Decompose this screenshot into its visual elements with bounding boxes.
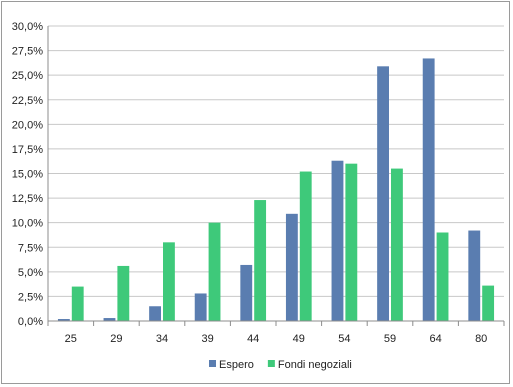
y-axis-labels: 0,0% 2,5% 5,0% 7,5% 10,0% 12,5% 15,0% 17,5% 20,0… xyxy=(12,21,43,328)
bar-espero xyxy=(103,318,116,321)
legend: Espero Fondi negoziali xyxy=(209,359,352,371)
gridlines xyxy=(48,25,504,297)
bar-espero xyxy=(57,319,70,321)
legend-swatch xyxy=(267,360,275,367)
legend-swatch xyxy=(209,360,216,367)
bar-espero xyxy=(331,160,344,321)
y-tick-label: 15,0% xyxy=(12,169,43,181)
bar-fondi-negoziali xyxy=(299,171,312,321)
y-tick-label: 5,0% xyxy=(18,267,43,279)
bar-fondi-negoziali xyxy=(391,168,403,321)
y-tick-label: 12,5% xyxy=(12,193,43,205)
bar-fondi-negoziali xyxy=(436,232,449,321)
x-tick-label: 80 xyxy=(475,333,487,345)
bar-espero xyxy=(422,58,435,321)
x-tick-label: 34 xyxy=(156,333,168,345)
bar-fondi-negoziali xyxy=(482,285,495,321)
x-tick-label: 64 xyxy=(429,333,441,345)
x-tick-label: 29 xyxy=(110,333,122,345)
bar-espero xyxy=(285,213,298,321)
y-tick-label: 2,5% xyxy=(18,291,43,303)
x-tick-label: 54 xyxy=(338,333,350,345)
bar-espero xyxy=(194,293,207,321)
y-tick-label: 17,5% xyxy=(12,144,43,156)
x-tick-label: 39 xyxy=(201,333,213,345)
legend-label: Espero xyxy=(219,359,254,371)
bar-fondi-negoziali xyxy=(163,242,175,321)
axes xyxy=(47,26,505,326)
x-tick-label: 59 xyxy=(384,333,396,345)
bar-espero xyxy=(468,230,481,321)
y-tick-label: 20,0% xyxy=(12,119,43,131)
y-tick-label: 10,0% xyxy=(12,218,43,230)
x-tick-label: 44 xyxy=(247,333,259,345)
legend-label: Fondi negoziali xyxy=(278,359,352,371)
bar-fondi-negoziali xyxy=(345,163,358,321)
bar-fondi-negoziali xyxy=(254,200,267,321)
x-axis-labels: 25 29 34 39 44 49 54 59 64 80 xyxy=(65,333,488,345)
bar-espero xyxy=(149,306,161,321)
y-tick-label: 7,5% xyxy=(18,242,43,254)
bar-espero xyxy=(240,264,253,321)
bar-espero xyxy=(377,66,389,321)
y-tick-label: 27,5% xyxy=(12,46,43,58)
bar-fondi-negoziali xyxy=(208,222,221,321)
x-tick-label: 49 xyxy=(293,333,305,345)
bar-fondi-negoziali xyxy=(71,286,84,321)
bars xyxy=(57,58,495,321)
x-tick-label: 25 xyxy=(65,333,77,345)
bar-fondi-negoziali xyxy=(117,265,130,321)
y-tick-label: 25,0% xyxy=(12,70,43,82)
y-tick-label: 0,0% xyxy=(18,316,43,328)
y-tick-label: 30,0% xyxy=(12,21,43,33)
y-tick-label: 22,5% xyxy=(12,95,43,107)
